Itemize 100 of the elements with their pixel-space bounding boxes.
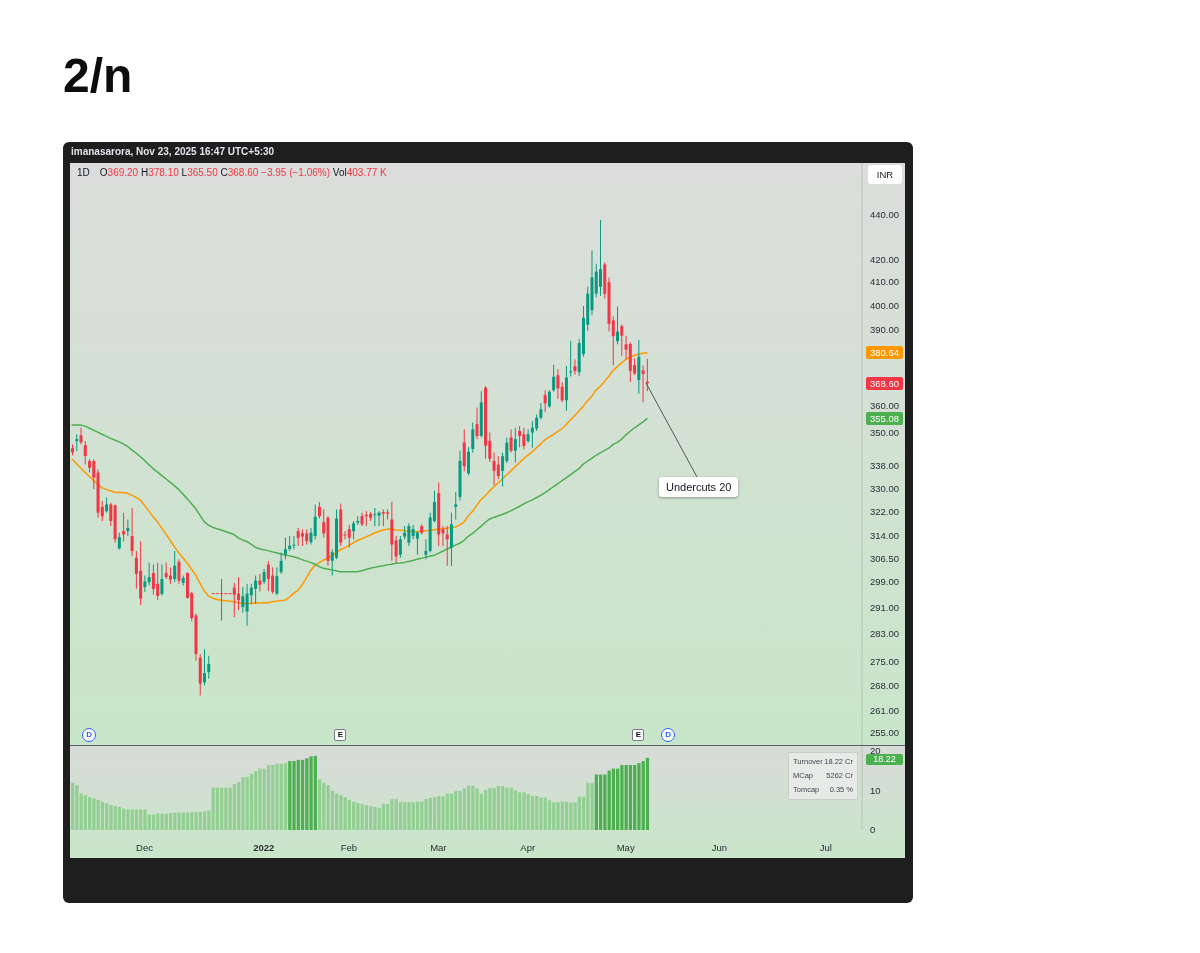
- x-tick-label: 2022: [253, 842, 275, 853]
- bar: [122, 808, 126, 830]
- bar: [398, 801, 403, 830]
- bar: [611, 768, 616, 830]
- bar: [105, 803, 109, 830]
- y-tick-label: 291.00: [870, 602, 900, 613]
- bar: [271, 765, 275, 830]
- bar: [509, 787, 513, 830]
- x-tick-label: Apr: [520, 842, 536, 853]
- bar: [620, 765, 624, 830]
- bar: [616, 768, 620, 830]
- bar: [126, 809, 130, 830]
- bar: [432, 797, 437, 830]
- bar: [543, 797, 547, 830]
- bar: [335, 793, 339, 830]
- bar: [590, 782, 594, 830]
- bar: [645, 757, 650, 830]
- y-tick-label: 268.00: [870, 680, 900, 692]
- y-tick-label: 275.00: [870, 655, 900, 667]
- bar: [449, 793, 454, 830]
- y-tick-label: 314.00: [870, 529, 900, 541]
- bar: [322, 782, 326, 830]
- bar: [177, 812, 181, 830]
- bar: [539, 797, 543, 830]
- bar: [258, 768, 262, 830]
- bar: [245, 776, 249, 830]
- bar: [360, 804, 364, 830]
- bar: [475, 788, 479, 830]
- bar: [415, 801, 420, 830]
- bar: [215, 787, 220, 830]
- y-tick-label: 306.50: [870, 552, 900, 564]
- y-tick-label: 410.00: [870, 276, 900, 288]
- bar: [394, 799, 398, 830]
- chart-subtitle: 1D: [77, 167, 90, 178]
- bar: [522, 792, 526, 830]
- bar: [343, 797, 347, 830]
- text: imanasarora, Nov 23, 2025 16:47 UTC+5:30: [71, 146, 275, 157]
- bar: [134, 809, 139, 830]
- bar: [241, 776, 245, 830]
- bar: [428, 797, 432, 830]
- y-tick-label: 10: [870, 784, 881, 796]
- y-tick-label: 255.00: [870, 727, 900, 739]
- bar: [203, 811, 207, 830]
- bar: [547, 800, 552, 830]
- bar: [420, 801, 424, 830]
- bar: [194, 812, 198, 830]
- x-tick-label: Jun: [711, 842, 728, 853]
- y-tick-label: 400.00: [870, 299, 900, 311]
- bar: [628, 765, 633, 830]
- bar: [560, 801, 564, 830]
- bar: [300, 759, 305, 830]
- bar: [530, 795, 535, 830]
- text: 380.64: [869, 347, 900, 359]
- bar: [552, 802, 556, 830]
- bar: [164, 813, 168, 830]
- bar: [458, 790, 462, 830]
- x-tick-label: Feb: [340, 842, 358, 853]
- y-tick-label: 390.00: [870, 323, 900, 335]
- bar: [326, 785, 330, 830]
- bar: [309, 756, 313, 830]
- bar: [441, 796, 445, 830]
- text: 355.08: [869, 413, 900, 425]
- bar: [96, 799, 100, 830]
- bar: [518, 792, 522, 830]
- x-tick-label: Mar: [430, 842, 447, 853]
- y-tick-label: 360.00: [870, 399, 900, 411]
- bar: [292, 761, 296, 830]
- bar: [288, 761, 292, 830]
- bar: [130, 809, 134, 830]
- bar: [637, 763, 641, 830]
- bar: [437, 796, 441, 830]
- bar: [262, 768, 266, 830]
- bar: [168, 812, 173, 830]
- bar: [564, 801, 569, 830]
- bar: [496, 786, 501, 830]
- bar: [607, 770, 611, 830]
- bar: [266, 765, 271, 830]
- y-tick-label: 330.00: [870, 482, 900, 494]
- bar: [352, 801, 356, 830]
- bar: [117, 807, 122, 830]
- candlestick: [386, 509, 390, 520]
- y-tick-label: 420.00: [870, 253, 900, 265]
- bar: [407, 802, 411, 830]
- y-tick-label: 338.00: [870, 459, 900, 471]
- bar: [535, 795, 539, 830]
- bar: [339, 795, 343, 830]
- bar: [347, 799, 352, 830]
- candlestick: [454, 492, 458, 520]
- bar: [390, 799, 394, 830]
- bar: [254, 770, 258, 830]
- bar: [139, 809, 143, 830]
- y-tick-label: 440.00: [870, 209, 900, 221]
- bar: [305, 758, 309, 830]
- bar: [283, 763, 288, 830]
- bar: [75, 785, 79, 830]
- bar: [109, 805, 113, 830]
- bar: [356, 803, 360, 830]
- y-tick-label: 299.00: [870, 576, 900, 588]
- bar: [603, 774, 607, 830]
- bar: [83, 795, 88, 830]
